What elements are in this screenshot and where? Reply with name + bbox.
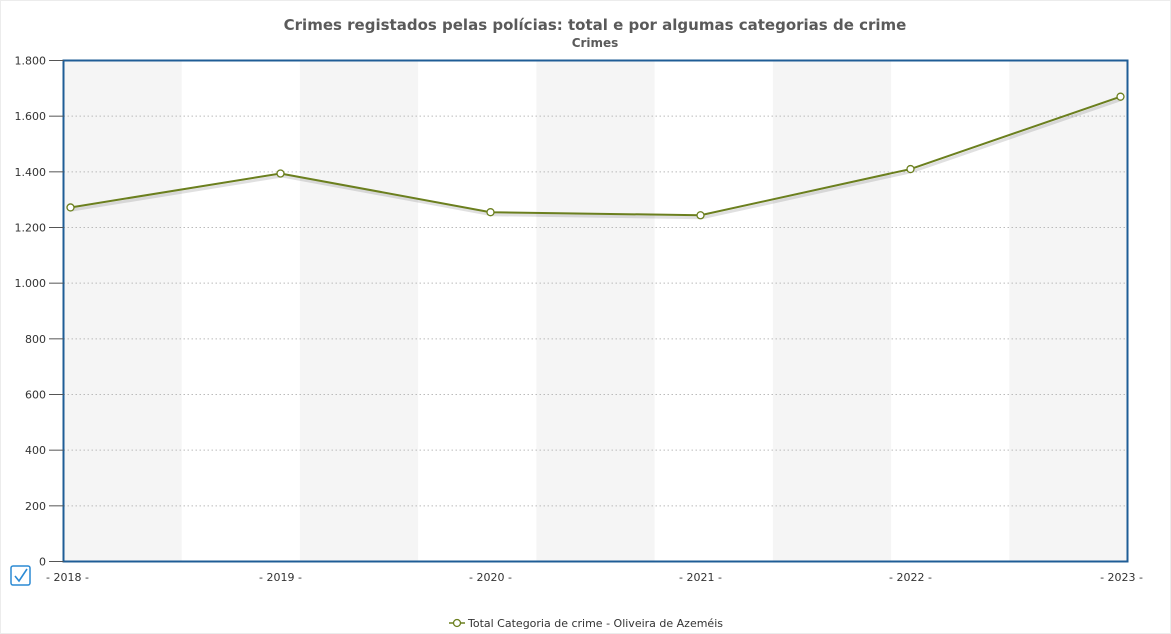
select-all-checkbox[interactable] <box>10 565 31 586</box>
legend-label: Total Categoria de crime - Oliveira de A… <box>467 617 723 630</box>
grid-lines <box>63 115 1128 507</box>
x-tick-label: - 2022 - <box>889 571 932 584</box>
x-tick-label: - 2018 - <box>46 571 89 584</box>
plot-band <box>299 60 419 562</box>
x-tick-label: - 2019 - <box>259 571 302 584</box>
y-tick-label: 1.600 <box>15 110 47 123</box>
series-line-shadow <box>71 97 1123 220</box>
plot-band <box>1009 60 1128 562</box>
x-tick-label: - 2021 - <box>679 571 722 584</box>
legend-item[interactable]: Total Categoria de crime - Oliveira de A… <box>449 617 723 630</box>
plot-band <box>536 60 655 562</box>
y-tick-label: 1.400 <box>15 166 47 179</box>
x-tick-label: - 2023 - <box>1100 571 1143 584</box>
legend-marker-icon <box>452 618 462 628</box>
x-tick-label: - 2020 - <box>469 571 512 584</box>
data-point <box>486 208 495 217</box>
chart-title: Crimes registados pelas polícias: total … <box>284 16 907 34</box>
plot-area-border <box>62 59 1129 563</box>
data-point <box>276 169 285 178</box>
series-layer <box>66 92 1125 220</box>
data-point <box>696 211 705 220</box>
plot-band <box>772 60 892 562</box>
x-axis-labels: - 2018 - - 2019 - - 2020 - - 2021 - - 2022 -… <box>46 571 1143 584</box>
y-tick-label: 800 <box>25 333 46 346</box>
y-tick-label: 400 <box>25 444 46 457</box>
y-tick-label: 600 <box>25 389 46 402</box>
data-point <box>66 203 75 212</box>
data-point <box>906 164 915 174</box>
chart-subtitle: Crimes <box>572 36 619 50</box>
plot-band <box>63 60 182 562</box>
y-tick-label: 1.800 <box>15 55 47 68</box>
y-tick-label: 1.000 <box>15 277 47 290</box>
y-tick-label: 1.200 <box>15 222 47 235</box>
checkmark-icon <box>14 568 28 583</box>
plot-bands <box>63 60 1128 562</box>
y-tick-label: 200 <box>25 500 46 513</box>
data-point <box>1116 92 1125 101</box>
y-tick-label: 0 <box>39 556 46 569</box>
y-axis-labels: 0 200 400 600 800 1.000 1.200 1.400 1.600 1.800 <box>15 55 64 569</box>
series-line <box>70 95 1121 217</box>
